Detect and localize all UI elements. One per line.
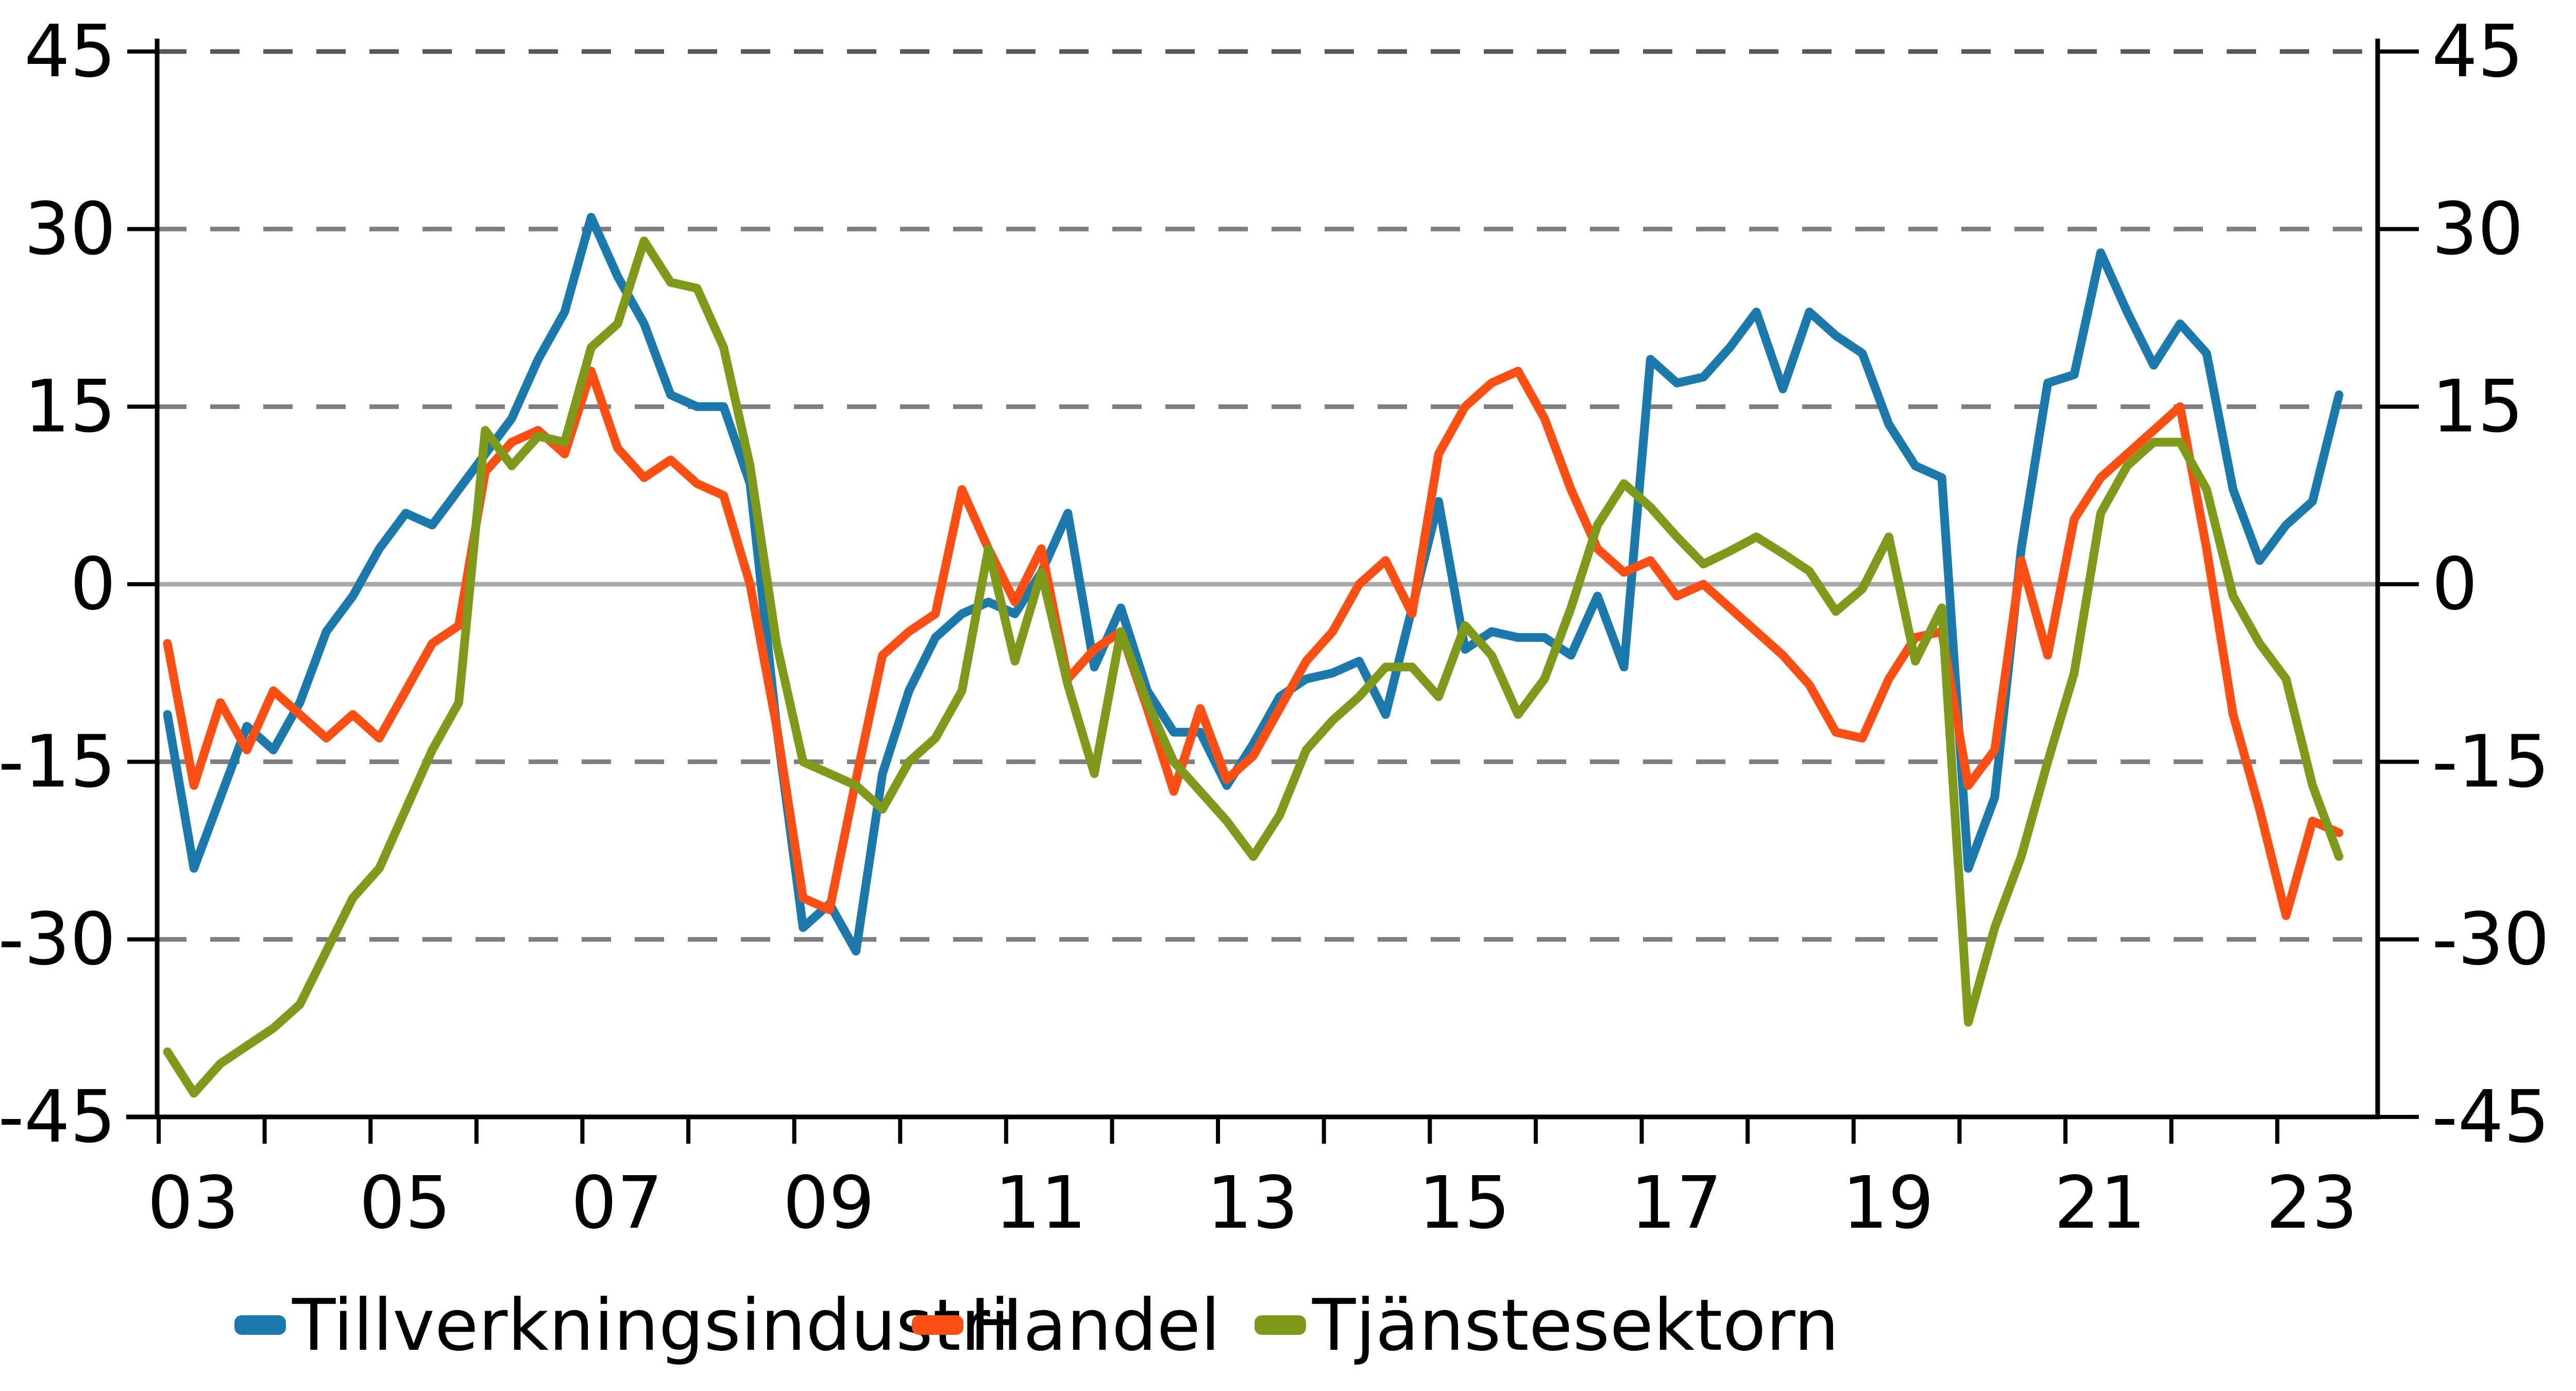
x-axis-label-21: 21 (2054, 1161, 2146, 1245)
y-axis-label-right-30: 30 (2432, 188, 2523, 272)
legend-label-Tillverkningsindustri: Tillverkningsindustri (292, 1284, 1010, 1367)
series-line-tillverkningsindustri (163, 213, 2344, 956)
y-axis-label-right--15: -15 (2432, 720, 2550, 804)
legend-swatch-Handel (912, 1315, 963, 1335)
series-line-handel (163, 366, 2344, 920)
x-axis-label-23: 23 (2266, 1161, 2358, 1245)
y-axis-label-right--30: -30 (2432, 897, 2550, 981)
x-axis-label-15: 15 (1418, 1161, 1510, 1245)
x-axis-label-17: 17 (1630, 1161, 1722, 1245)
y-axis-label-left-0: 0 (70, 542, 116, 626)
y-axis-label-left-30: 30 (24, 188, 116, 272)
y-axis-label-right-0: 0 (2432, 542, 2478, 626)
x-axis-label-19: 19 (1842, 1161, 1934, 1245)
x-axis-label-13: 13 (1207, 1161, 1298, 1245)
x-axis-label-11: 11 (995, 1161, 1087, 1245)
y-axis-label-right-15: 15 (2432, 365, 2523, 449)
y-axis-label-right-45: 45 (2432, 10, 2523, 94)
series-line-tjanstesektorn (163, 236, 2344, 1098)
legend-label-Handel: Handel (970, 1284, 1221, 1367)
x-axis-label-05: 05 (359, 1161, 451, 1245)
legend-swatch-Tillverkningsindustri (234, 1315, 286, 1335)
legend-swatch-Tjänstesektorn (1255, 1315, 1306, 1335)
y-axis-label-left-45: 45 (24, 10, 116, 94)
y-axis-label-left-15: 15 (24, 365, 116, 449)
y-axis-label-right--45: -45 (2432, 1075, 2550, 1159)
x-axis-label-09: 09 (783, 1161, 875, 1245)
y-axis-label-left--15: -15 (0, 720, 116, 804)
x-axis-label-03: 03 (147, 1161, 239, 1245)
y-axis-label-left--30: -30 (0, 897, 116, 981)
x-axis-label-07: 07 (571, 1161, 663, 1245)
legend-label-Tjänstesektorn: Tjänstesektorn (1312, 1284, 1839, 1367)
y-axis-label-left--45: -45 (0, 1075, 116, 1159)
